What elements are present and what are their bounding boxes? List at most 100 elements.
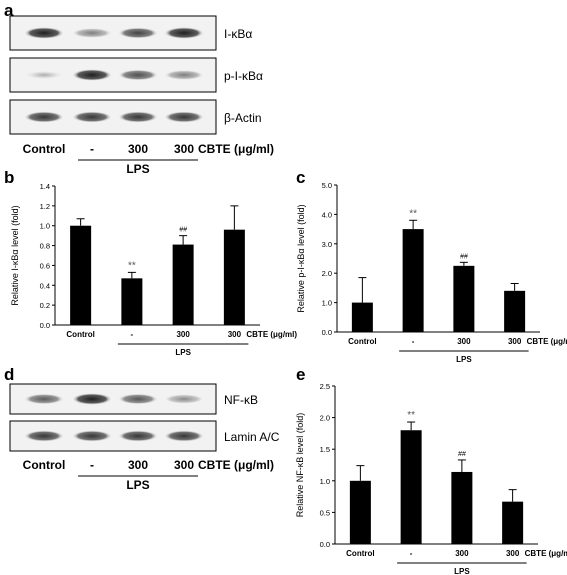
- significance-mark: **: [407, 410, 415, 421]
- panel-label-b: b: [4, 168, 14, 187]
- bar: [172, 244, 194, 325]
- blot-label: NF-κB: [224, 393, 258, 407]
- blot-band: [24, 111, 64, 123]
- panel-label-a: a: [4, 1, 14, 20]
- lane-label: Control: [23, 458, 66, 472]
- blot-band: [118, 393, 158, 405]
- western-blot-d: NF-κB Lamin A/C Control - 300 300 CBTE (μg/ml)…: [9, 383, 280, 492]
- y-tick-label: 1.0: [322, 299, 332, 308]
- blot-band: [164, 27, 204, 39]
- blot-label: Lamin A/C: [224, 430, 280, 444]
- blot-band: [72, 69, 112, 81]
- lane-label: 300: [174, 142, 194, 156]
- blot-band: [118, 27, 158, 39]
- significance-mark: **: [409, 208, 417, 219]
- treatment-label: LPS: [454, 567, 470, 575]
- blot-band: [118, 69, 158, 81]
- lane-label: 300: [128, 458, 148, 472]
- y-tick-label: 1.0: [320, 477, 330, 486]
- y-axis-label: Relative I-κBα level (fold): [10, 205, 20, 305]
- blot-band: [164, 430, 204, 442]
- y-tick-label: 2.5: [320, 382, 330, 391]
- blot-band: [72, 28, 112, 38]
- y-tick-label: 1.4: [40, 182, 50, 191]
- bar: [451, 471, 473, 544]
- x-tick-label: -: [412, 337, 415, 346]
- bar-chart-c: 0.0 1.0 2.0 3.0 4.0 5.0 Relative p-I-κBα level…: [296, 181, 567, 364]
- y-tick-label: 1.0: [40, 222, 50, 231]
- blot-label: I-κBα: [224, 27, 252, 41]
- y-tick-label: 1.5: [320, 445, 330, 454]
- western-blot-a: I-κBα p-I-κBα β-Actin Control - 300 300 CBTE (μ…: [9, 15, 274, 176]
- bar: [223, 229, 245, 325]
- significance-mark: ##: [179, 227, 187, 234]
- y-tick-label: 0.2: [40, 301, 50, 310]
- bar-chart-b: 0.0 0.2 0.4 0.6 0.8 1.0 1.2 1.4 Relative I-κBα l…: [10, 182, 297, 357]
- x-suffix: CBTE (μg/ml): [525, 549, 567, 558]
- lane-label: Control: [23, 142, 66, 156]
- y-tick-label: 5.0: [322, 181, 332, 190]
- panel-label-e: e: [296, 365, 305, 384]
- treatment-label: LPS: [456, 355, 472, 364]
- y-tick-label: 3.0: [322, 240, 332, 249]
- lane-label: 300: [128, 142, 148, 156]
- y-axis-label: Relative p-I-κBα level (fold): [296, 204, 306, 312]
- x-tick-label: -: [410, 549, 413, 558]
- lane-suffix: CBTE (μg/ml): [198, 458, 274, 472]
- y-axis-label: Relative NF-κB level (fold): [295, 413, 305, 518]
- bar-chart-e: 0.0 0.5 1.0 1.5 2.0 2.5 Relative NF-κB level (…: [295, 382, 567, 575]
- bar: [349, 480, 371, 544]
- treatment-label: LPS: [126, 478, 149, 492]
- blot-band: [72, 430, 112, 442]
- y-tick-label: 0.4: [40, 281, 50, 290]
- x-tick-label: Control: [348, 337, 376, 346]
- panel-label-d: d: [4, 365, 14, 384]
- significance-mark: ##: [458, 451, 466, 458]
- blot-label: β-Actin: [224, 111, 262, 125]
- y-tick-label: 4.0: [322, 210, 332, 219]
- bar: [504, 290, 526, 332]
- blot-band: [24, 393, 64, 405]
- y-tick-label: 0.0: [322, 328, 332, 337]
- x-tick-label: Control: [346, 549, 374, 558]
- y-tick-label: 0.8: [40, 242, 50, 251]
- x-tick-label: 300: [508, 337, 522, 346]
- treatment-label: LPS: [175, 348, 191, 357]
- y-tick-label: 0.0: [40, 321, 50, 330]
- blot-band: [24, 70, 64, 80]
- bar: [502, 501, 524, 544]
- y-tick-label: 2.0: [320, 414, 330, 423]
- x-tick-label: 300: [506, 549, 520, 558]
- x-suffix: CBTE (μg/ml): [246, 330, 297, 339]
- x-tick-label: 300: [455, 549, 469, 558]
- lane-label: -: [90, 142, 94, 156]
- x-tick-label: 300: [457, 337, 471, 346]
- y-tick-label: 0.6: [40, 261, 50, 270]
- panel-label-c: c: [296, 168, 305, 187]
- blot-band: [72, 111, 112, 123]
- x-tick-label: 300: [176, 330, 190, 339]
- treatment-label: LPS: [126, 162, 149, 176]
- bar: [400, 430, 422, 544]
- y-tick-label: 0.0: [320, 540, 330, 549]
- y-tick-label: 0.5: [320, 508, 330, 517]
- lane-label: -: [90, 458, 94, 472]
- x-tick-label: 300: [228, 330, 242, 339]
- lane-suffix: CBTE (μg/ml): [198, 142, 274, 156]
- x-tick-label: Control: [66, 330, 94, 339]
- blot-band: [118, 430, 158, 442]
- x-tick-label: -: [131, 330, 134, 339]
- blot-band: [164, 394, 204, 404]
- blot-band: [24, 27, 64, 39]
- blot-label: p-I-κBα: [224, 69, 263, 83]
- blot-band: [164, 111, 204, 123]
- blot-band: [164, 70, 204, 80]
- significance-mark: ##: [460, 253, 468, 260]
- blot-band: [118, 111, 158, 123]
- y-tick-label: 1.2: [40, 202, 50, 211]
- x-suffix: CBTE (μg/ml): [527, 337, 567, 346]
- blot-band: [72, 393, 112, 405]
- lane-label: 300: [174, 458, 194, 472]
- y-tick-label: 2.0: [322, 269, 332, 278]
